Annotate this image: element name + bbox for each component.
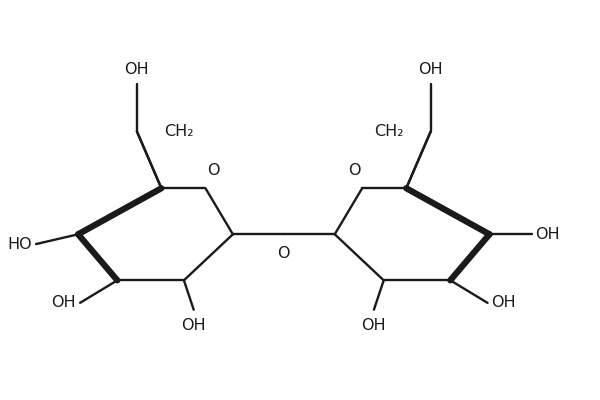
Text: OH: OH bbox=[52, 295, 76, 310]
Text: O: O bbox=[348, 163, 361, 178]
Text: OH: OH bbox=[418, 62, 443, 76]
Text: O: O bbox=[207, 163, 220, 178]
Text: OH: OH bbox=[362, 318, 386, 332]
Text: OH: OH bbox=[536, 227, 560, 242]
Text: CH₂: CH₂ bbox=[374, 124, 403, 139]
Text: OH: OH bbox=[125, 62, 149, 76]
Text: O: O bbox=[278, 246, 290, 261]
Text: OH: OH bbox=[491, 295, 516, 310]
Text: CH₂: CH₂ bbox=[164, 124, 194, 139]
Text: HO: HO bbox=[7, 236, 32, 252]
Text: OH: OH bbox=[181, 318, 206, 332]
